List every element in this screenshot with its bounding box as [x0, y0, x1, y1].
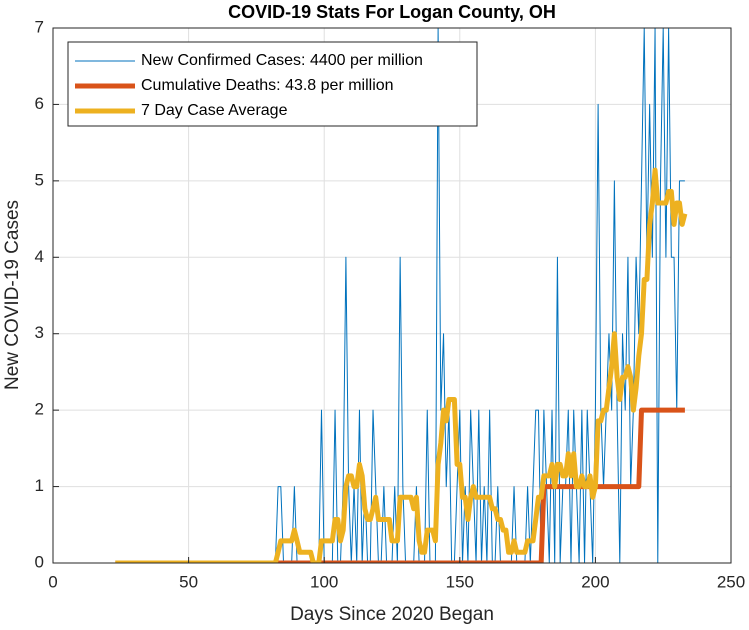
- y-tick-label: 2: [35, 400, 44, 419]
- x-axis-label: Days Since 2020 Began: [290, 604, 494, 625]
- y-tick-label: 1: [35, 476, 44, 495]
- x-tick-label: 200: [581, 572, 609, 591]
- legend-label: 7 Day Case Average: [141, 102, 288, 119]
- legend: New Confirmed Cases: 4400 per million Cum…: [67, 41, 478, 127]
- y-axis-label: New COVID-19 Cases: [2, 200, 23, 390]
- y-tick-label: 3: [35, 323, 44, 342]
- x-tick-label: 100: [310, 572, 338, 591]
- y-tick-label: 0: [35, 552, 44, 571]
- y-tick-label: 6: [35, 94, 44, 113]
- y-tick-label: 7: [35, 17, 44, 36]
- x-tick-label: 0: [48, 572, 57, 591]
- axes-box: [52, 27, 732, 564]
- y-tick-label: 4: [35, 247, 44, 266]
- x-tick-label: 250: [717, 572, 745, 591]
- ticks: 0 50 100 150 200 250 0 1 2 3 4 5 6 7: [35, 17, 746, 591]
- legend-box: [67, 41, 478, 127]
- legend-label: Cumulative Deaths: 43.8 per million: [141, 77, 394, 94]
- x-tick-label: 50: [179, 572, 198, 591]
- series-line: [115, 167, 688, 563]
- y-tick-label: 5: [35, 170, 44, 189]
- chart-title: COVID-19 Stats For Logan County, OH: [228, 2, 556, 22]
- x-tick-label: 150: [446, 572, 474, 591]
- plot-lines: [115, 28, 688, 563]
- legend-label: New Confirmed Cases: 4400 per million: [141, 52, 423, 69]
